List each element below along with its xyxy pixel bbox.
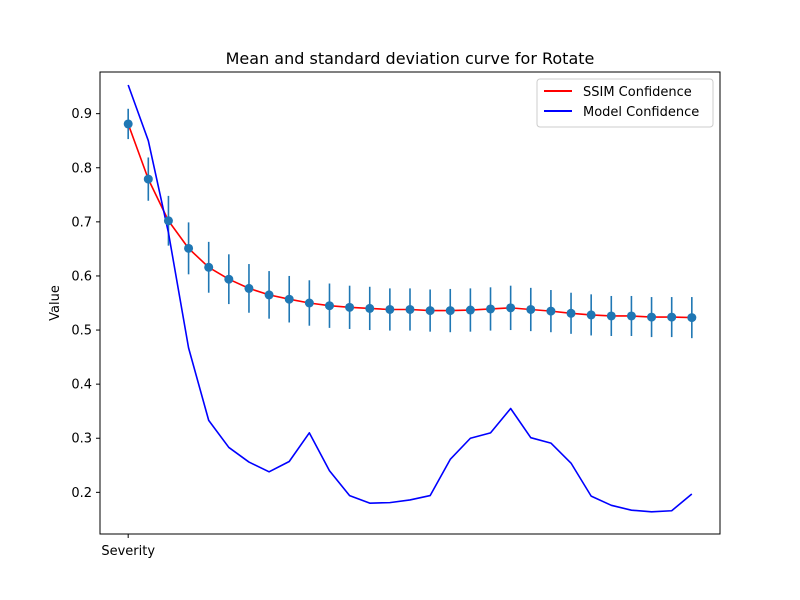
legend-box [536,78,714,128]
data-point [365,303,375,313]
data-point [345,302,355,312]
data-point [626,311,636,321]
y-tick-label-1: 0.3 [71,432,92,447]
data-point [566,308,576,318]
y-tick-label-3: 0.5 [71,324,92,339]
data-point [385,304,395,314]
data-point [143,174,153,184]
data-point [486,304,496,314]
y-tick-label-0: 0.2 [71,486,92,501]
x-tick-label-0: Severity [101,544,155,559]
data-point [324,301,334,311]
data-point [264,290,274,300]
data-point [204,262,214,272]
ssim-markers [123,119,697,323]
data-point [304,298,314,308]
x-axis: Severity [101,534,155,559]
y-tick-label-6: 0.8 [71,161,92,176]
data-point [465,305,475,315]
chart-title: Mean and standard deviation curve for Ro… [226,49,595,68]
data-point [586,310,596,320]
y-axis-label: Value [48,285,63,321]
legend-label-model: Model Confidence [583,105,699,120]
y-axis: 0.2 0.3 0.4 0.5 0.6 0.7 0.8 0.9 [71,107,100,501]
y-tick-label-7: 0.9 [71,107,92,122]
data-point [284,294,294,304]
data-point [184,243,194,253]
data-point [667,312,677,322]
legend-label-ssim: SSIM Confidence [583,85,692,100]
data-point [647,312,657,322]
data-point [123,119,133,129]
data-point [526,304,536,314]
data-point [224,274,234,284]
y-tick-label-4: 0.6 [71,269,92,284]
data-point [244,283,254,293]
y-tick-label-2: 0.4 [71,378,92,393]
series-line-model-confidence [127,84,693,513]
data-point [163,216,173,226]
y-tick-label-5: 0.7 [71,215,92,230]
legend: SSIM Confidence Model Confidence [536,78,714,128]
data-point [606,311,616,321]
data-point [445,306,455,316]
plot-frame [99,71,721,535]
data-point [546,306,556,316]
data-point [506,303,516,313]
data-point [425,306,435,316]
data-point [405,304,415,314]
data-point [687,313,697,323]
